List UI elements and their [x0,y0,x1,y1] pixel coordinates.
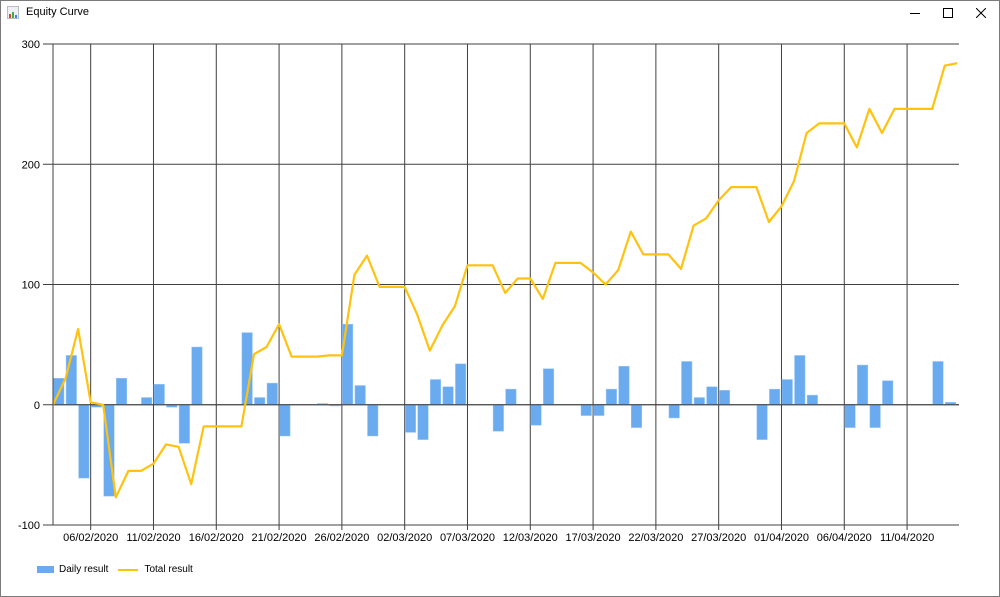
chart-app-icon [7,6,19,19]
daily-bar [153,384,165,405]
window-title: Equity Curve [26,6,89,18]
daily-bar [266,382,278,406]
daily-bar [769,388,781,405]
daily-bar [116,378,128,406]
y-tick-label: 0 [34,400,40,412]
daily-bar [631,404,643,428]
daily-bar [593,404,605,416]
chart-axes: -100 0 100 200 300 06/02/2020 11/02/2020 16/02/… [18,39,934,544]
daily-bar [794,355,806,406]
daily-bar [844,404,856,428]
daily-bar [706,386,718,405]
x-tick-label: 06/02/2020 [63,532,118,544]
legend-item-daily-result: Daily result [37,564,108,575]
daily-bar [404,404,416,433]
daily-bar [756,404,768,440]
daily-bar [530,404,542,426]
daily-bar [681,361,693,405]
legend-label-total-result: Total result [144,564,193,575]
y-tick-label: 300 [22,39,40,51]
daily-bar [65,355,77,406]
legend-label-daily-result: Daily result [59,564,109,575]
x-tick-label: 21/02/2020 [252,532,307,544]
daily-bar [543,368,555,405]
daily-bar [442,386,454,405]
x-tick-label: 22/03/2020 [628,532,683,544]
daily-bar [668,404,680,419]
close-icon [976,8,986,18]
title-bar[interactable]: Equity Curve [1,1,999,25]
total-result-polyline [52,62,958,499]
daily-bar [279,404,291,437]
daily-bar [505,388,517,405]
x-tick-label: 12/03/2020 [503,532,558,544]
daily-bar [141,397,153,406]
x-tick-label: 17/03/2020 [566,532,621,544]
daily-bar [354,385,366,406]
y-tick-label: 100 [22,280,40,292]
daily-bar [492,404,504,432]
x-tick-label: 27/03/2020 [691,532,746,544]
x-tick-label: 16/02/2020 [189,532,244,544]
maximize-icon [943,8,953,18]
minimize-button[interactable] [898,1,932,25]
x-tick-label: 26/02/2020 [314,532,369,544]
x-tick-label: 02/03/2020 [377,532,432,544]
x-tick-label: 11/02/2020 [126,532,180,544]
daily-bar [618,366,630,405]
daily-bar [869,404,881,428]
y-tick-label: -100 [18,520,40,532]
x-tick-label: 07/03/2020 [440,532,495,544]
daily-bar [605,388,617,405]
daily-bar [718,390,730,406]
daily-bar [882,380,894,406]
daily-bar [417,404,429,440]
daily-bar [806,394,818,406]
daily-bar [178,404,190,444]
x-tick-label: 06/04/2020 [817,532,872,544]
bar-swatch-icon [37,566,54,573]
daily-bar [932,361,944,405]
total-result-line [52,62,958,499]
x-tick-label: 01/04/2020 [754,532,809,544]
chart-legend: Daily result Total result [37,564,203,575]
close-button[interactable] [964,1,998,25]
daily-bar [367,404,379,437]
daily-result-bars [53,323,957,497]
daily-bar [254,397,266,406]
daily-bar [580,404,592,416]
legend-item-total-result: Total result [118,564,193,575]
daily-bar [455,363,467,405]
daily-bar [78,404,90,479]
y-tick-label: 200 [22,159,40,171]
minimize-icon [910,13,920,14]
daily-bar [693,397,705,406]
line-swatch-icon [118,568,139,571]
daily-bar [430,379,442,405]
chart-grid [53,43,959,530]
x-tick-label: 11/04/2020 [880,532,934,544]
daily-bar [191,346,203,405]
daily-bar [857,364,869,406]
daily-bar [781,379,793,405]
maximize-button[interactable] [931,1,965,25]
